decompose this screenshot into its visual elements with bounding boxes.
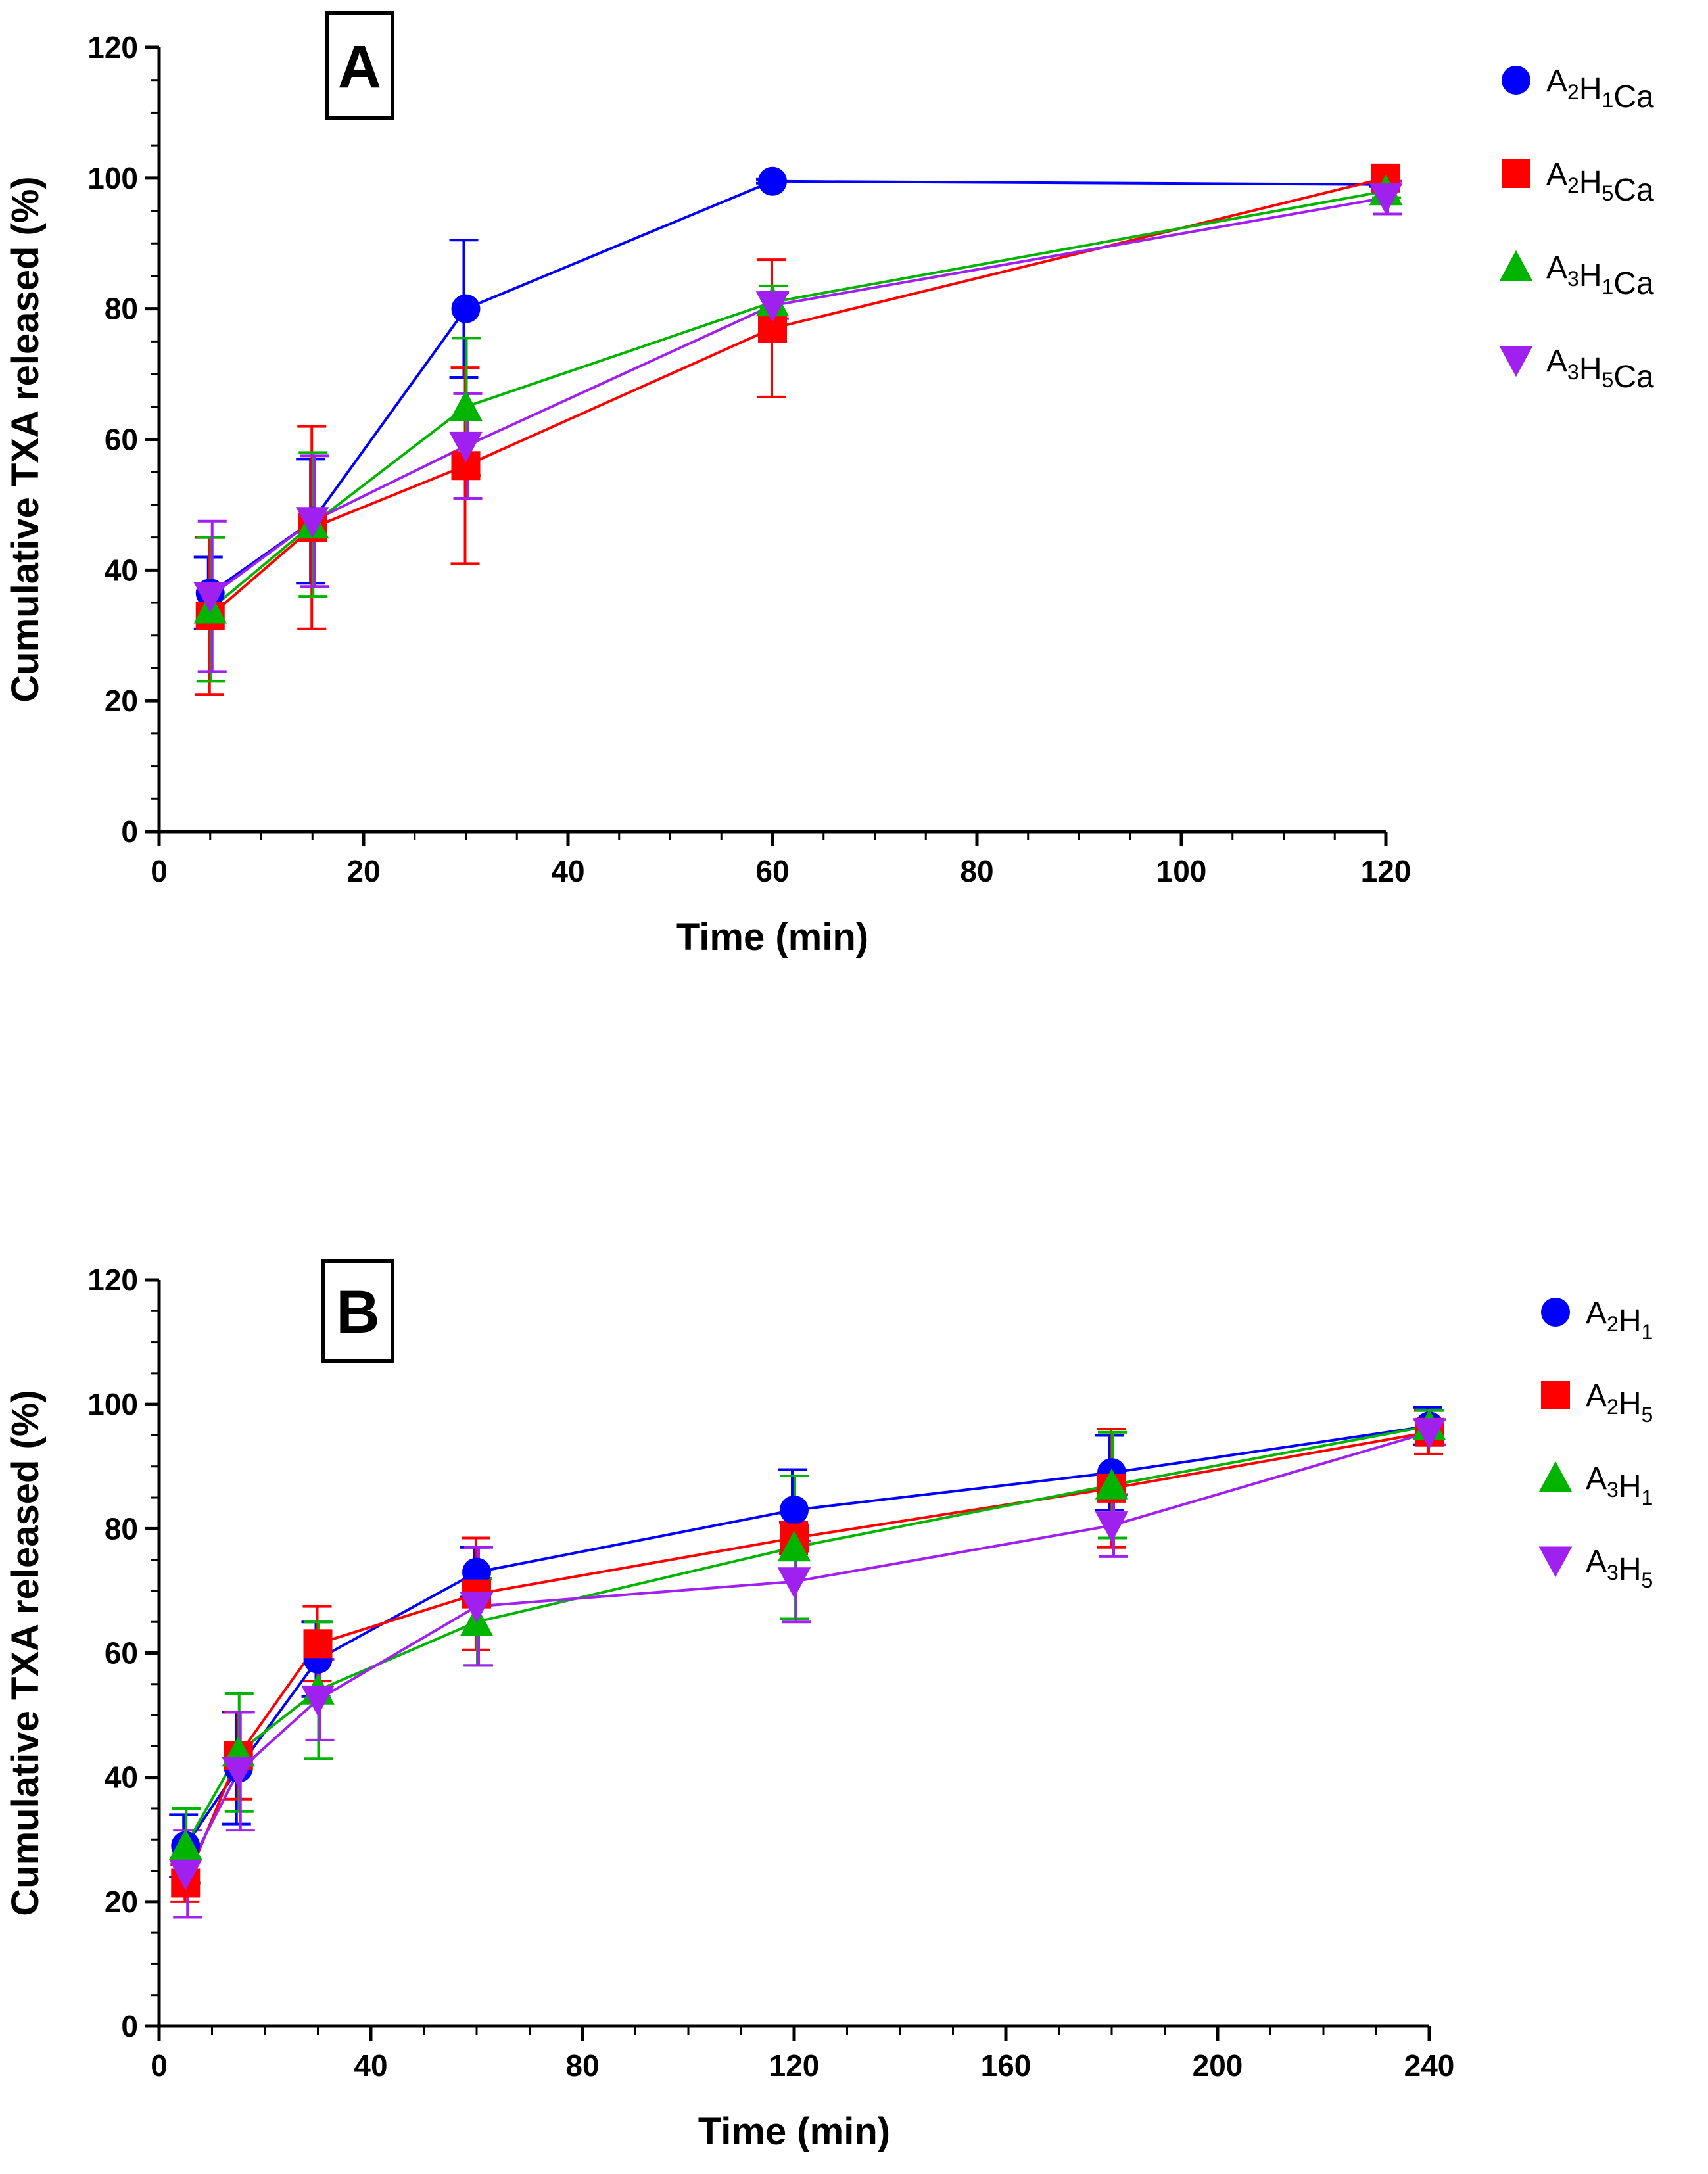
data-point-A3H5 (301, 1685, 335, 1716)
y-tick-label: 0 (121, 815, 138, 849)
data-point-A2H5 (303, 1629, 333, 1659)
legend: A2H1Ca A2H5Ca A3H1Ca A3H5Ca (1499, 64, 1654, 394)
x-tick-label: 60 (755, 854, 789, 888)
series-A3H5 (173, 1418, 1446, 1919)
legend-label-A2H1Ca: A2H1Ca (1546, 64, 1654, 114)
x-tick-label: 120 (1361, 854, 1411, 888)
x-tick-label: 20 (346, 854, 380, 888)
data-point-A3H5 (777, 1567, 811, 1599)
legend-marker-A3H5 (1538, 1546, 1573, 1578)
legend-label-A3H5: A3H5 (1586, 1544, 1653, 1592)
data-point-A3H5Ca (295, 507, 329, 538)
chart-panel-A: 0 20 40 60 80 100 120 0 20 40 60 80 100 120 Time (min)… (4, 11, 1654, 958)
series-line-A2H5Ca (209, 176, 1387, 617)
legend-label-A3H1: A3H1 (1586, 1461, 1653, 1509)
legend-label-A2H1: A2H1 (1586, 1296, 1653, 1344)
legend-marker-A3H1Ca (1499, 250, 1533, 281)
legend-label-A2H5: A2H5 (1586, 1379, 1653, 1427)
data-point-A3H5 (1095, 1511, 1129, 1542)
x-tick-label: 0 (151, 2048, 168, 2083)
series-line-A3H1Ca (209, 189, 1387, 611)
series-A2H1 (169, 1406, 1442, 1878)
series-line-A2H1Ca (209, 179, 1387, 594)
data-point-A3H5 (168, 1859, 202, 1891)
data-point-A3H1 (168, 1829, 202, 1860)
y-tick-label: 60 (105, 423, 138, 457)
data-point-A3H1 (1095, 1468, 1129, 1500)
y-tick-label: 60 (105, 1636, 138, 1670)
legend-marker-A3H5Ca (1499, 346, 1533, 377)
legend-label-A2H5Ca: A2H5Ca (1546, 157, 1654, 208)
data-point-A3H5Ca (755, 291, 790, 322)
y-tick-label: 40 (105, 553, 138, 587)
x-tick-label: 0 (151, 854, 168, 888)
y-tick-label: 80 (105, 292, 138, 326)
series-line-A3H1 (184, 1425, 1430, 1847)
legend-marker-A2H1 (1541, 1298, 1570, 1327)
data-point-A3H5 (1412, 1418, 1446, 1450)
panel-label-box (321, 1259, 394, 1363)
panel-label: A (338, 34, 381, 101)
series-line-A3H5Ca (209, 196, 1387, 598)
data-point-A3H1 (777, 1530, 811, 1562)
chart-panel-B: 0 20 40 60 80 100 120 0 40 80 120 160 200 240 Time (mi… (4, 1259, 1653, 2153)
data-point-A3H5Ca (193, 582, 227, 613)
data-point-A2H1 (462, 1557, 491, 1587)
legend-marker-A2H5Ca (1502, 159, 1530, 188)
data-point-A2H1 (780, 1495, 809, 1524)
panel-label: B (336, 1279, 379, 1346)
legend-marker-A2H5 (1541, 1381, 1570, 1409)
data-point-A3H5Ca (1369, 183, 1403, 214)
x-tick-label: 240 (1404, 2048, 1455, 2083)
x-tick-label: 200 (1193, 2048, 1243, 2083)
x-tick-label: 100 (1156, 854, 1207, 888)
y-tick-label: 20 (105, 1885, 138, 1919)
legend-marker-A2H1Ca (1502, 66, 1530, 95)
series-line-A2H5 (184, 1430, 1430, 1884)
legend: A2H1 A2H5 A3H1 A3H5 (1538, 1296, 1653, 1592)
panel-label-box (325, 11, 394, 120)
y-tick-label: 0 (121, 2009, 138, 2043)
data-point-A3H5Ca (449, 431, 483, 463)
x-tick-label: 160 (981, 2048, 1032, 2083)
series-A3H5Ca (197, 179, 1402, 673)
legend-label-A3H1Ca: A3H1Ca (1546, 250, 1654, 301)
x-tick-label: 80 (565, 2048, 599, 2083)
y-tick-label: 120 (87, 30, 138, 64)
y-tick-label: 100 (87, 161, 138, 195)
data-point-A3H5 (222, 1757, 256, 1788)
x-axis-title: Time (min) (676, 916, 868, 958)
legend-marker-A3H1 (1538, 1461, 1573, 1492)
series-line-A2H1 (184, 1425, 1430, 1847)
y-tick-label: 40 (105, 1760, 138, 1795)
x-tick-label: 120 (769, 2048, 820, 2083)
data-point-A3H1Ca (449, 390, 483, 421)
x-tick-label: 40 (551, 854, 584, 888)
y-tick-label: 120 (87, 1263, 138, 1297)
data-point-A3H5 (460, 1592, 494, 1623)
y-axis-title: Cumulative TXA released (%) (4, 1390, 47, 1916)
y-tick-label: 20 (105, 684, 138, 718)
x-tick-label: 40 (354, 2048, 387, 2083)
legend-label-A3H5Ca: A3H5Ca (1546, 344, 1654, 394)
y-axis-title: Cumulative TXA released (%) (4, 176, 47, 702)
x-tick-label: 80 (960, 854, 993, 888)
data-point-A2H1Ca (451, 294, 481, 323)
y-tick-label: 100 (87, 1387, 138, 1421)
y-tick-label: 80 (105, 1511, 138, 1546)
series-line-A3H5 (184, 1430, 1430, 1875)
series-A2H1Ca (193, 177, 1398, 630)
x-axis-title: Time (min) (698, 2110, 890, 2153)
series-A3H1 (172, 1409, 1444, 1885)
data-point-A2H1Ca (758, 166, 787, 196)
